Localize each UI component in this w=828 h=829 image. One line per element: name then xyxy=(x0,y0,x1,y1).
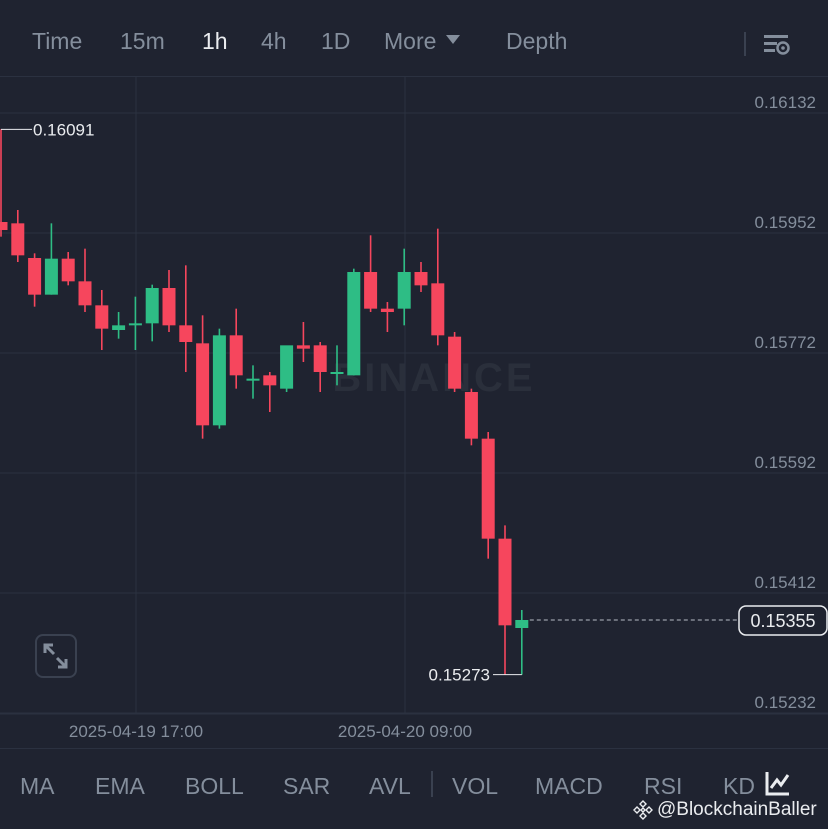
candle-body-up xyxy=(515,620,529,628)
candles xyxy=(0,129,529,675)
y-tick-label: 0.15412 xyxy=(755,573,816,592)
source-handle: @BlockchainBaller xyxy=(633,799,817,821)
candle-body-down xyxy=(28,258,42,295)
candle-body-down xyxy=(313,345,327,372)
candle-body-down xyxy=(0,222,8,230)
tab-15m[interactable]: 15m xyxy=(120,28,165,54)
binance-logo-icon xyxy=(633,800,653,820)
indicator-settings-icon[interactable] xyxy=(764,769,792,797)
toolbar-divider xyxy=(744,32,746,56)
y-tick-label: 0.15592 xyxy=(755,453,816,472)
candle-body-down xyxy=(296,345,310,349)
indicator-macd[interactable]: MACD xyxy=(535,773,603,799)
candle-body-up xyxy=(246,378,260,381)
candle-body-down xyxy=(448,336,462,389)
low-price-label: 0.15273 xyxy=(429,666,490,685)
indicator-kd[interactable]: KD xyxy=(723,773,755,799)
candle-body-down xyxy=(179,325,193,342)
indicator-vol[interactable]: VOL xyxy=(452,773,499,799)
last-price-label: 0.15355 xyxy=(750,611,815,631)
candle-body-up xyxy=(145,288,159,324)
candle-body-up xyxy=(212,335,226,426)
tab-depth[interactable]: Depth xyxy=(506,28,568,54)
chart-grid xyxy=(0,77,828,714)
candle-body-down xyxy=(464,392,478,439)
candle-body-down xyxy=(481,438,495,539)
candle-body-up xyxy=(128,323,142,326)
tab-1d[interactable]: 1D xyxy=(321,28,351,54)
candle-body-down xyxy=(162,288,176,326)
candle-body-up xyxy=(347,272,361,376)
candle-body-down xyxy=(364,272,378,309)
indicator-ema[interactable]: EMA xyxy=(95,773,145,799)
y-axis: 0.16132 0.15952 0.15772 0.15592 0.15412 0.152… xyxy=(755,93,816,712)
x-tick-label: 2025-04-19 17:00 xyxy=(69,722,203,741)
candle-body-down xyxy=(61,258,75,282)
candle-body-down xyxy=(196,343,210,426)
candle-body-down xyxy=(380,308,394,312)
caret-down-icon xyxy=(446,35,461,45)
last-price-badge xyxy=(738,605,828,636)
indicator-divider xyxy=(431,771,433,797)
source-handle-text: @BlockchainBaller xyxy=(657,799,817,820)
candle-body-down xyxy=(498,538,512,626)
candle-body-down xyxy=(78,281,92,306)
candle-body-up xyxy=(330,372,344,374)
indicator-toolbar: MA EMA BOLL SAR AVL VOL MACD RSI KD xyxy=(0,748,828,829)
price-markers: 0.16091 0.15273 0.15355 xyxy=(1,120,828,685)
tab-more[interactable]: More xyxy=(384,28,461,55)
indicator-ma[interactable]: MA xyxy=(20,773,55,799)
candle-body-up xyxy=(112,325,126,330)
x-tick-label: 2025-04-20 09:00 xyxy=(338,722,472,741)
indicator-sar[interactable]: SAR xyxy=(283,773,331,799)
candle-body-down xyxy=(95,305,109,329)
candle-body-up xyxy=(397,272,411,309)
fullscreen-button[interactable] xyxy=(35,634,77,678)
high-price-label: 0.16091 xyxy=(33,120,94,139)
tab-1h[interactable]: 1h xyxy=(202,28,228,54)
candle-body-down xyxy=(11,223,25,256)
x-axis: 2025-04-19 17:00 2025-04-20 09:00 xyxy=(0,713,828,741)
tab-more-label: More xyxy=(384,28,437,54)
indicator-rsi[interactable]: RSI xyxy=(644,773,683,799)
indicator-boll[interactable]: BOLL xyxy=(185,773,244,799)
interval-toolbar: Time 15m 1h 4h 1D More Depth xyxy=(0,0,828,77)
y-tick-label: 0.16132 xyxy=(755,93,816,112)
candle-body-up xyxy=(44,258,58,295)
candle-body-down xyxy=(414,272,428,286)
candle-body-down xyxy=(229,335,243,376)
tab-time[interactable]: Time xyxy=(32,28,83,54)
expand-icon xyxy=(43,643,68,669)
candle-body-down xyxy=(263,375,277,386)
y-tick-label: 0.15952 xyxy=(755,213,816,232)
y-tick-label: 0.15232 xyxy=(755,693,816,712)
candle-body-down xyxy=(431,283,445,336)
watermark-logo: BINANCE xyxy=(332,356,535,400)
tab-4h[interactable]: 4h xyxy=(261,28,287,54)
chart-settings-icon[interactable] xyxy=(762,30,792,60)
y-tick-label: 0.15772 xyxy=(755,333,816,352)
candle-body-up xyxy=(280,345,294,389)
indicator-avl[interactable]: AVL xyxy=(369,773,411,799)
